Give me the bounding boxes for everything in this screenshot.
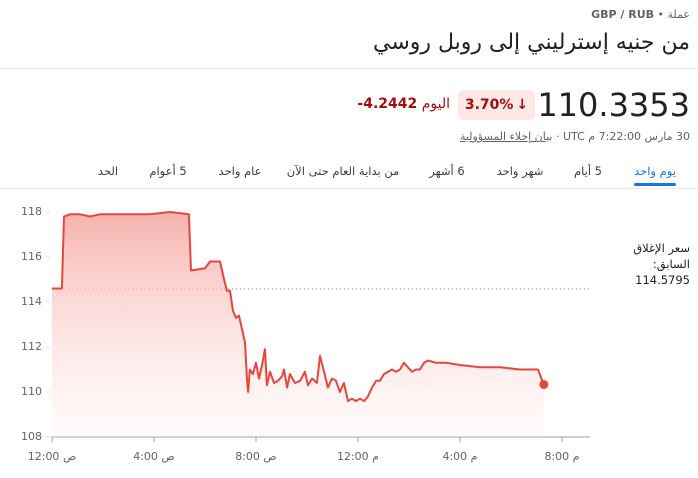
change-percent: 3.70% [464, 97, 514, 113]
area [52, 212, 544, 437]
y-tick-label: 114 [21, 295, 42, 308]
price: 110.3353 [537, 86, 690, 124]
page-title: من جنيه إسترليني إلى روبل روسي [372, 30, 690, 55]
divider [0, 68, 698, 69]
previous-close-value: 114.5795 [635, 273, 690, 287]
x-tick-label: 8:00 م [544, 450, 579, 463]
range-tab[interactable]: من بداية العام حتى الآن [286, 164, 400, 178]
x-tick-label: 4:00 ص [133, 450, 175, 463]
divider [0, 188, 698, 189]
change-period: اليوم [421, 96, 450, 112]
down-arrow: ↓ [516, 97, 529, 113]
timestamp: 30 مارس 7:22:00 م UTC [562, 130, 690, 143]
x-tick-label: 12:00 م [337, 450, 379, 463]
range-tab[interactable]: شهر واحد [496, 164, 544, 178]
timestamp-row: 30 مارس 7:22:00 م UTC · بيان إخلاء المسؤ… [460, 130, 690, 143]
range-tab[interactable]: يوم واحد [634, 164, 676, 178]
price-line [52, 211, 545, 402]
range-tab[interactable]: 5 أيام [573, 164, 603, 178]
tab-indicator [634, 183, 676, 186]
pair: GBP / RUB [591, 8, 655, 21]
separator: • [654, 8, 665, 21]
change-row: اليوم -4.2442 [357, 96, 450, 112]
range-tab[interactable]: 5 أعوام [149, 164, 187, 178]
x-tick-label: 4:00 م [442, 450, 477, 463]
x-tick-label: 8:00 ص [235, 450, 277, 463]
separator: · [552, 130, 560, 143]
range-tab[interactable]: الحد [97, 164, 119, 178]
y-tick-label: 112 [21, 340, 42, 353]
category[interactable]: عملة [667, 8, 690, 21]
y-tick-label: 108 [21, 430, 42, 443]
y-tick-label: 116 [21, 250, 42, 263]
x-tick-label: 12:00 ص [28, 450, 77, 463]
change: -4.2442 [357, 96, 418, 112]
last-point [539, 379, 549, 389]
change-badge: 3.70% ↓ [458, 90, 535, 120]
y-tick-label: 110 [21, 385, 42, 398]
disclaimer[interactable]: بيان إخلاء المسؤولية [459, 130, 553, 143]
y-tick-label: 118 [21, 205, 42, 218]
range-tab[interactable]: 6 أشهر [429, 164, 465, 178]
range-tab[interactable]: عام واحد [218, 164, 262, 178]
previous-close-label: سعر الإغلاق السابق: [633, 241, 690, 271]
breadcrumb: عملة • GBP / RUB [591, 8, 690, 21]
